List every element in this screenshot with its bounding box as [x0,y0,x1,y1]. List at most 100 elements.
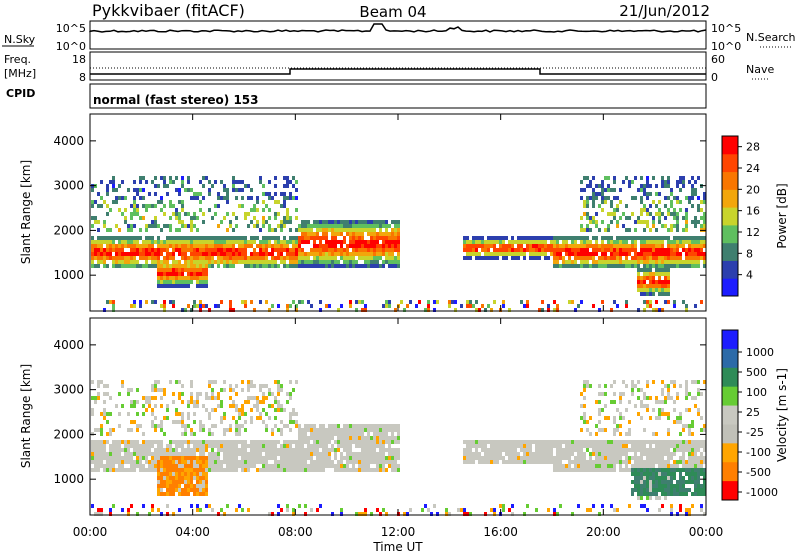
velocity-cell [325,436,328,440]
power-cell [103,264,106,268]
power-cell [175,176,178,180]
power-cell [289,304,292,308]
power-cell [493,300,496,304]
power-cell [643,236,646,240]
velocity-cell [661,392,664,396]
velocity-cell [679,440,682,444]
velocity-cell [241,468,244,472]
velocity-cell [142,396,145,400]
power-cell [199,260,202,264]
power-cell [253,252,256,256]
velocity-cell [238,448,241,452]
power-cell [574,308,577,312]
velocity-cell [394,448,397,452]
power-cell [97,260,100,264]
power-cell [616,248,619,252]
velocity-cell [244,452,247,456]
power-cell [637,188,640,192]
velocity-cell [187,476,190,480]
power-cell [691,252,694,256]
velocity-cell [178,464,181,468]
velocity-cell [286,508,289,512]
power-cell [571,260,574,264]
velocity-cell [691,468,694,472]
velocity-cell [511,452,514,456]
velocity-cell [253,448,256,452]
power-cell [520,300,523,304]
power-cell [259,244,262,248]
power-cell [655,288,658,292]
velocity-cell [694,440,697,444]
power-cell [634,248,637,252]
velocity-cell [679,420,682,424]
power-cell [589,184,592,188]
power-cell [403,308,406,312]
velocity-cell [637,388,640,392]
velocity-cell [658,496,661,500]
velocity-cell [160,396,163,400]
power-cell [106,300,109,304]
velocity-cell [634,460,637,464]
power-cell [640,184,643,188]
power-cell [136,260,139,264]
velocity-cell [637,480,640,484]
power-cell [472,236,475,240]
power-cell [319,256,322,260]
power-cell [649,292,652,296]
velocity-cell [103,392,106,396]
power-cell [370,232,373,236]
power-cell [475,300,478,304]
power-cell [178,188,181,192]
power-cell [295,308,298,312]
velocity-cell [226,444,229,448]
power-cell [418,300,421,304]
velocity-cell [304,428,307,432]
velocity-cell [667,464,670,468]
power-cell [682,248,685,252]
power-cell [481,304,484,308]
velocity-cell [184,460,187,464]
power-cell [622,180,625,184]
power-cell [268,192,271,196]
power-cell [352,244,355,248]
velocity-cell [112,468,115,472]
power-cell [397,232,400,236]
velocity-cell [643,488,646,492]
power-cell [124,252,127,256]
velocity-cell [160,468,163,472]
velocity-cell [211,396,214,400]
power-cell [145,244,148,248]
velocity-cell [235,456,238,460]
power-cell [160,240,163,244]
power-cell [565,248,568,252]
power-cell [133,212,136,216]
power-cell [643,284,646,288]
power-cell [199,308,202,312]
power-ylabel: Slant Range [km] [19,160,33,264]
velocity-cell [493,508,496,512]
velocity-cell [508,444,511,448]
power-cell [274,248,277,252]
velocity-cell [691,456,694,460]
power-cell [595,260,598,264]
power-cell [322,248,325,252]
power-cell [676,216,679,220]
velocity-cell [112,460,115,464]
velocity-cell [280,456,283,460]
velocity-cell [211,508,214,512]
power-cell [193,248,196,252]
power-cell [469,248,472,252]
power-cell [343,260,346,264]
power-cell [562,260,565,264]
power-cell [127,224,130,228]
power-cell [643,240,646,244]
velocity-cell [205,464,208,468]
power-cell [547,304,550,308]
power-cell [328,244,331,248]
velocity-cell [289,448,292,452]
power-cell [550,244,553,248]
velocity-cell [175,460,178,464]
power-cell [502,256,505,260]
velocity-cell [469,448,472,452]
power-cell [187,264,190,268]
